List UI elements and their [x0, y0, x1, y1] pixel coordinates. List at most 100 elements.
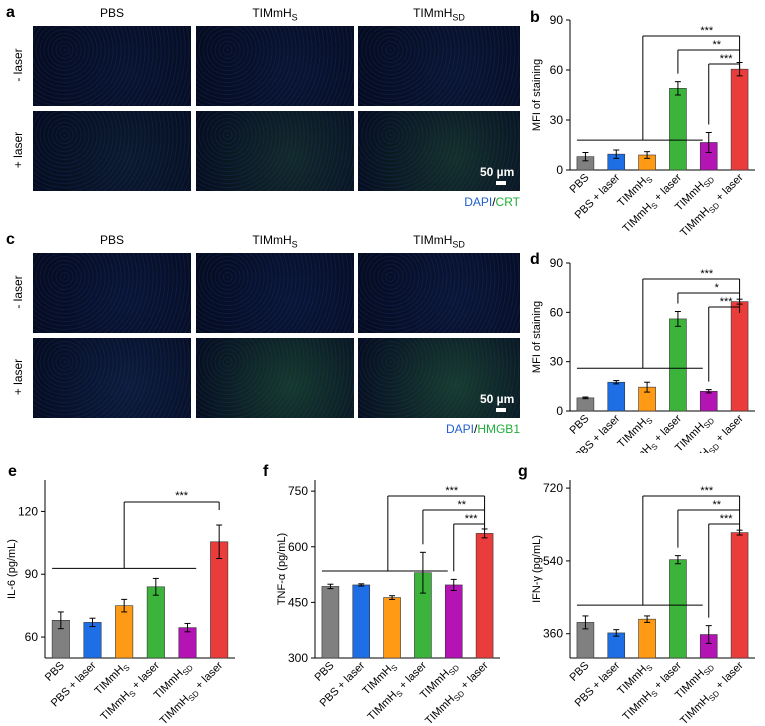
y-tick-label: 90: [25, 567, 39, 581]
significance-mark: *: [715, 282, 720, 294]
micrograph-c-r1c1: [196, 338, 354, 418]
panel-letter: d: [530, 251, 540, 268]
bar-2: [638, 618, 656, 659]
significance-mark: **: [457, 499, 466, 511]
y-axis-label: IFN-γ (pg/mL): [531, 535, 543, 603]
bar-2: [383, 597, 401, 659]
micrograph-a-r0c2: [358, 26, 520, 106]
y-tick-label: 30: [550, 355, 564, 369]
bar-1: [607, 632, 626, 659]
bar-1: [83, 622, 102, 659]
significance-mark: ***: [720, 296, 734, 308]
legend-separator: /: [473, 422, 478, 436]
y-tick-label: 60: [550, 305, 564, 319]
scale-bar-label: 50 µm: [480, 392, 515, 406]
y-tick-label: 30: [550, 113, 564, 127]
bar-0: [321, 586, 340, 659]
x-tick-label: PBS: [567, 660, 591, 684]
micrograph-c-r0c2: [358, 253, 520, 333]
significance-mark: **: [712, 39, 721, 51]
y-tick-label: 90: [550, 13, 564, 27]
x-tick-label: PBS: [567, 413, 591, 437]
significance-mark: ***: [700, 485, 714, 497]
bar-2: [115, 605, 134, 659]
bar-5: [730, 68, 749, 171]
stain-label: HMGB1: [477, 422, 520, 436]
micrograph-a-r1c2: [358, 111, 520, 191]
bar-3: [669, 318, 687, 412]
y-axis-label: MFI of staining: [531, 59, 543, 131]
bar-3: [669, 559, 687, 659]
x-tick-label: PBS: [567, 172, 591, 196]
row-label: + laser: [11, 131, 25, 169]
significance-mark: ***: [720, 53, 734, 65]
y-tick-label: 720: [543, 481, 563, 495]
y-tick-label: 360: [543, 627, 563, 641]
y-tick-label: 540: [543, 554, 563, 568]
bar-4: [444, 584, 463, 659]
significance-mark: ***: [700, 268, 714, 280]
micrograph-a-r0c1: [196, 26, 354, 106]
micrograph-c-r1c0: [33, 338, 191, 418]
panel-letter: b: [530, 9, 540, 26]
y-tick-label: 0: [556, 404, 563, 418]
stain-legend: DAPI/CRT: [464, 195, 520, 209]
x-tick-label: PBS: [312, 660, 336, 684]
bar-5: [730, 532, 749, 659]
column-label: TIMmHSD: [413, 233, 465, 250]
scale-bar-label: 50 µm: [480, 165, 515, 179]
column-label: TIMmHS: [252, 233, 298, 250]
stain-legend: DAPI/HMGB1: [446, 422, 520, 436]
row-label: + laser: [11, 358, 25, 396]
scale-bar: [496, 408, 506, 412]
significance-mark: ***: [720, 513, 734, 525]
micrograph-c-r0c0: [33, 253, 191, 333]
panel-letter: g: [518, 463, 528, 480]
bar-3: [146, 586, 165, 659]
y-axis-label: MFI of staining: [531, 301, 543, 373]
stain-label: CRT: [495, 195, 520, 209]
significance-mark: ***: [700, 25, 714, 37]
bar-0: [576, 397, 595, 412]
y-axis-label: TNF-α (pg/mL): [276, 533, 288, 605]
bar-5: [210, 541, 229, 659]
micrograph-a-r1c0: [33, 111, 191, 191]
column-label: PBS: [99, 233, 124, 247]
bar-1: [607, 381, 626, 412]
y-tick-label: 0: [556, 163, 563, 177]
y-tick-label: 600: [288, 540, 308, 554]
significance-mark: **: [712, 499, 721, 511]
micrograph-c-r0c1: [196, 253, 354, 333]
y-tick-label: 60: [25, 630, 39, 644]
panel-letter-a: a: [6, 4, 15, 21]
column-label: TIMmHS: [252, 6, 298, 23]
x-tick-label: PBS: [43, 660, 67, 684]
significance-mark: ***: [445, 485, 459, 497]
micrograph-c-r1c2: [358, 338, 520, 418]
significance-mark: ***: [175, 490, 189, 502]
row-label: - laser: [11, 275, 25, 309]
dapi-label: DAPI: [464, 195, 493, 209]
y-tick-label: 300: [288, 651, 308, 665]
bar-1: [352, 584, 371, 659]
y-tick-label: 60: [550, 63, 564, 77]
y-tick-label: 90: [550, 256, 564, 270]
panel-letter: f: [263, 463, 269, 480]
column-label: TIMmHSD: [413, 6, 465, 23]
scale-bar: [496, 181, 506, 185]
row-label: - laser: [11, 48, 25, 82]
y-tick-label: 450: [288, 595, 308, 609]
bar-5: [730, 301, 749, 412]
bar-3: [669, 88, 687, 171]
bar-5: [475, 533, 494, 659]
y-tick-label: 120: [18, 504, 38, 518]
column-label: PBS: [99, 6, 124, 20]
significance-mark: ***: [465, 513, 479, 525]
legend-separator: /: [492, 195, 496, 209]
micrograph-a-r0c0: [33, 26, 191, 106]
panel-letter: e: [8, 463, 17, 480]
